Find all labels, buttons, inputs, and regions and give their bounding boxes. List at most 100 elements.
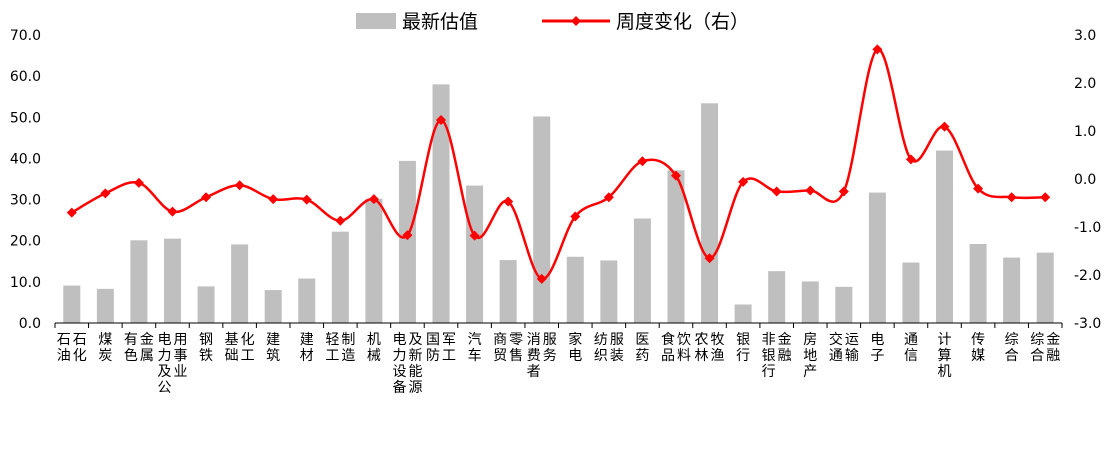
line-point	[234, 180, 245, 191]
bar	[197, 286, 215, 323]
line-point	[838, 186, 849, 197]
line-point	[536, 273, 547, 284]
x-tick-label: 计算机	[938, 332, 952, 380]
bar	[533, 116, 551, 323]
bar	[768, 271, 786, 323]
line-point	[100, 188, 111, 199]
bar	[398, 160, 416, 323]
line-point	[268, 194, 279, 205]
line-point	[469, 230, 480, 241]
line-point	[167, 206, 178, 217]
bar	[734, 304, 752, 323]
bar	[868, 192, 886, 323]
bar	[835, 286, 853, 323]
x-tick-label: 银行	[736, 332, 750, 364]
y-left-tick-label: 50.0	[10, 110, 41, 126]
bar	[365, 198, 383, 323]
x-tick-label: 医药	[635, 332, 649, 364]
x-tick-label: 通信	[904, 332, 918, 364]
line-point	[570, 211, 581, 222]
line-point	[402, 230, 413, 241]
bar	[130, 240, 148, 323]
y-right-tick-label: 3.0	[1074, 28, 1096, 44]
bar	[499, 260, 517, 323]
line-path	[71, 48, 1046, 281]
x-tick-labels: 石油石化煤炭有色金属电力及公用事业钢铁基础化工建筑建材轻工制造机械电力设备及新能…	[57, 331, 1060, 396]
x-tick-label: 消费者服务	[527, 332, 557, 380]
axes: 0.0 10.0 20.0 30.0 40.0 50.0 60.0 70.0 -3.0 -2.0 -…	[10, 28, 1102, 332]
x-tick-label: 电子	[870, 332, 884, 364]
bar	[600, 260, 618, 323]
y-right-tick-label: -1.0	[1074, 220, 1101, 236]
line-point	[368, 194, 379, 205]
x-tick-label: 电力设备及新能源	[392, 332, 422, 396]
bar	[432, 84, 450, 323]
legend: 最新估值 周度变化（右）	[356, 11, 749, 33]
bar	[1036, 252, 1054, 323]
bar	[969, 244, 987, 323]
y-left-tick-label: 30.0	[10, 193, 41, 209]
x-tick-label: 电力及公用事业	[157, 332, 187, 396]
y-right-tick-label: 2.0	[1074, 76, 1096, 92]
x-tick-label: 轻工制造	[325, 332, 355, 364]
x-tick-label: 纺织服装	[594, 332, 624, 364]
bar	[163, 238, 181, 323]
line-point	[771, 186, 782, 197]
x-tick-label: 非银行金融	[762, 332, 792, 380]
line-series	[66, 44, 1051, 284]
line-point	[973, 183, 984, 194]
bar	[566, 256, 584, 323]
line-point	[66, 207, 77, 218]
bar	[936, 150, 954, 323]
bar	[902, 262, 920, 323]
line-point	[637, 156, 648, 167]
x-tick-label: 综合金融	[1030, 332, 1060, 364]
bar	[633, 218, 651, 323]
bar	[701, 103, 719, 323]
bar	[1003, 257, 1021, 323]
line-point	[704, 253, 715, 264]
line-point	[301, 194, 312, 205]
y-left-tick-label: 40.0	[10, 151, 41, 167]
line-point	[939, 121, 950, 132]
x-tick-label: 房地产	[803, 332, 817, 380]
y-right-tick-label: 1.0	[1074, 124, 1096, 140]
bar	[801, 281, 819, 323]
y-left-tick-label: 70.0	[10, 28, 41, 44]
x-tick-label: 建筑	[266, 332, 280, 364]
x-tick-label: 交通运输	[829, 331, 859, 364]
y-left-tick-label: 0.0	[19, 316, 41, 332]
line-point	[335, 215, 346, 226]
bar	[298, 278, 316, 323]
bar	[264, 290, 282, 323]
bar	[231, 244, 249, 323]
line-point	[905, 154, 916, 165]
line-point	[503, 196, 514, 207]
line-point	[738, 176, 749, 187]
bar	[331, 231, 349, 323]
bar-series	[63, 84, 1054, 323]
x-tick-label: 汽车	[468, 332, 482, 364]
legend-marker-diamond	[571, 16, 581, 26]
line-point	[436, 114, 447, 125]
x-tick-label: 建材	[300, 332, 314, 364]
line-point	[603, 192, 614, 203]
x-tick-label: 综合	[1005, 332, 1019, 364]
x-tick-label: 商贸零售	[493, 332, 523, 364]
x-tick-label: 农林牧渔	[695, 332, 725, 364]
legend-label-bar: 最新估值	[402, 11, 478, 33]
x-tick-label: 食品饮料	[661, 331, 691, 364]
x-tick-label: 钢铁	[199, 332, 213, 364]
bar	[96, 288, 114, 323]
x-tick-label: 机械	[367, 332, 381, 364]
line-point	[805, 185, 816, 196]
line-point	[872, 44, 883, 55]
bar	[466, 185, 484, 323]
y-left-tick-label: 10.0	[10, 275, 41, 291]
x-tick-label: 家电	[568, 331, 582, 364]
y-right-tick-label: 0.0	[1074, 172, 1096, 188]
bar	[667, 170, 685, 323]
legend-label-line: 周度变化（右）	[616, 11, 749, 33]
